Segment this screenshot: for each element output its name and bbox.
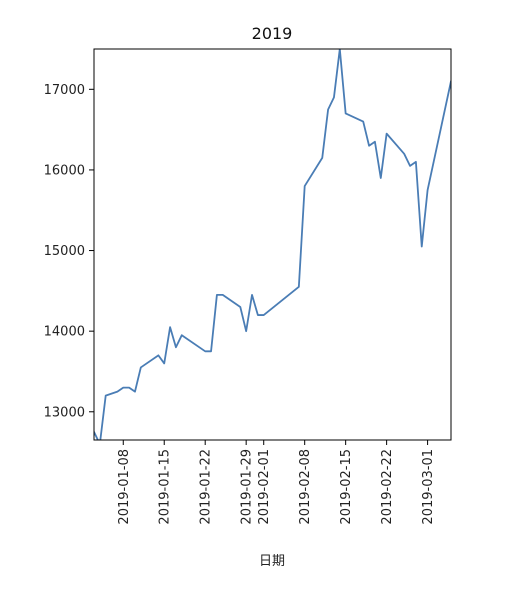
x-tick-label: 2019-03-01 bbox=[421, 449, 436, 525]
y-tick-label: 15000 bbox=[44, 244, 85, 259]
plot-frame bbox=[93, 48, 452, 441]
x-tick-label: 2019-01-29 bbox=[240, 449, 255, 525]
y-tick-label: 13000 bbox=[44, 405, 85, 420]
x-tick-label: 2019-01-08 bbox=[117, 449, 132, 525]
x-tick-label: 2019-02-22 bbox=[380, 449, 395, 525]
x-tick-label: 2019-02-08 bbox=[298, 449, 313, 525]
y-tick-label: 17000 bbox=[44, 83, 85, 98]
x-tick-label: 2019-01-15 bbox=[158, 449, 173, 525]
y-tick-label: 16000 bbox=[44, 163, 85, 178]
chart-title: 2019 bbox=[252, 24, 293, 43]
plot-area bbox=[93, 48, 452, 441]
x-tick-label: 2019-01-22 bbox=[199, 449, 214, 525]
y-tick-label: 14000 bbox=[44, 325, 85, 340]
x-axis-label: 日期 bbox=[259, 554, 285, 569]
x-axis: 2019-01-08 2019-01-15 2019-01-22 2019-01-29… bbox=[117, 440, 436, 525]
x-tick-label: 2019-02-15 bbox=[339, 449, 354, 525]
series-line bbox=[94, 49, 451, 440]
x-tick-label: 2019-02-01 bbox=[257, 449, 272, 525]
line-layer bbox=[94, 49, 451, 440]
y-axis: 13000 14000 15000 16000 17000 bbox=[44, 83, 94, 420]
